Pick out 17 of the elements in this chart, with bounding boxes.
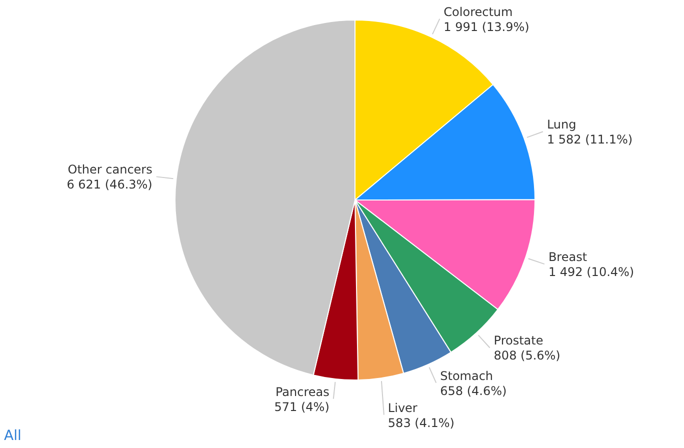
data-label: 6 621 (46.3%) xyxy=(66,178,152,192)
data-label: 1 492 (10.4%) xyxy=(548,265,634,280)
data-label: 658 (4.6%) xyxy=(440,384,507,398)
data-label: 808 (5.6%) xyxy=(494,348,560,363)
slice-label: Prostate xyxy=(494,334,544,348)
data-label: 1 582 (11.1%) xyxy=(546,132,633,147)
data-label: 583 (4.1%) xyxy=(388,416,455,430)
slice-label: Lung xyxy=(546,118,576,132)
data-label: 1 991 (13.9%) xyxy=(444,20,530,34)
slice-label: Stomach xyxy=(440,368,494,383)
data-label: 571 (4%) xyxy=(274,400,330,414)
slice-label: Breast xyxy=(548,250,588,264)
slice-label: Liver xyxy=(388,400,418,415)
text: All xyxy=(4,428,22,444)
slice-label: Other cancers xyxy=(68,162,152,177)
slice-label: Colorectum xyxy=(444,4,513,19)
slice-label: Pancreas xyxy=(275,384,330,399)
